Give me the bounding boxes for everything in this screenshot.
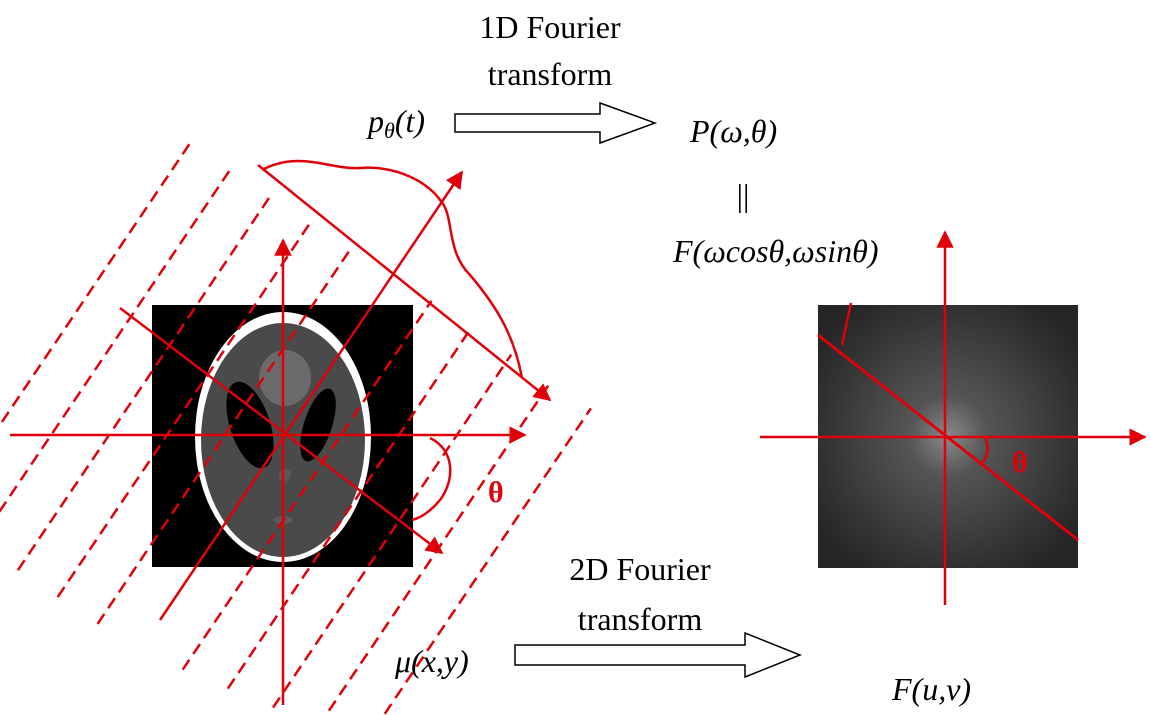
- subscript: θ: [384, 118, 395, 143]
- projection-label: pθ(t): [366, 103, 425, 143]
- transform-label: transform: [578, 601, 703, 637]
- argument: (t): [395, 103, 425, 139]
- transform-label: 2D Fourier: [569, 551, 711, 587]
- symbol: p: [366, 103, 384, 139]
- projection-spectrum-label: P(ω,θ): [689, 113, 777, 149]
- spectrum-label: F(u,v): [891, 671, 971, 707]
- slice-label: F(ωcosθ,ωsinθ): [672, 233, 878, 269]
- angle-label: θ: [488, 476, 504, 509]
- transform-arrow: [515, 633, 800, 677]
- equals-sign: ||: [737, 177, 750, 213]
- image-label: μ(x,y): [394, 643, 469, 679]
- transform-label: transform: [488, 56, 613, 92]
- transform-label: 1D Fourier: [479, 9, 621, 45]
- transform-arrow: [455, 103, 655, 143]
- diagram: 1D Fourier transform pθ(t) P(ω,θ) || F(ω…: [0, 0, 1151, 715]
- angle-label: θ: [1012, 446, 1028, 479]
